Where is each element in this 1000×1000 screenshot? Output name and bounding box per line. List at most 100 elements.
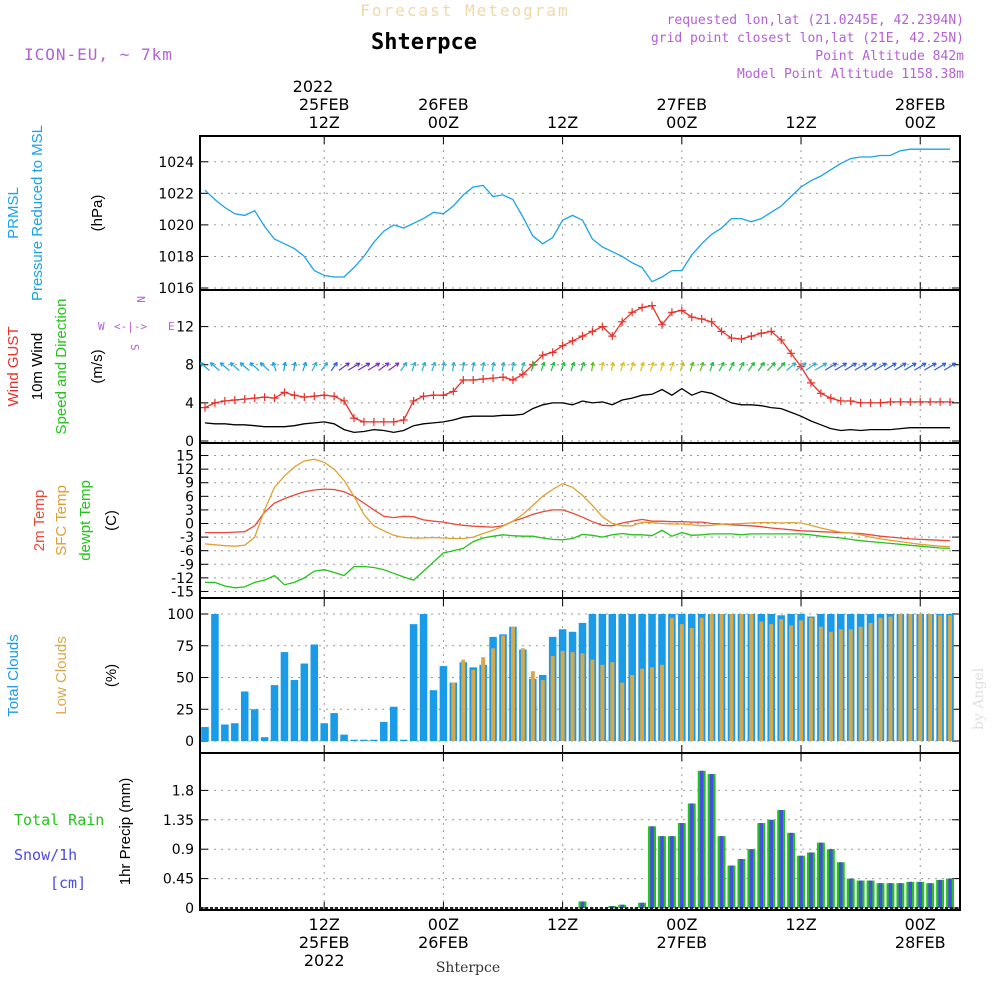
bar-total-cloud [389, 706, 398, 741]
wind-arrow-head [219, 362, 225, 367]
gust-marker [896, 397, 905, 406]
ylabel-temperature: SFC Temp [53, 485, 70, 556]
wind-arrow-head [199, 362, 205, 367]
wind-arrow-head [951, 362, 957, 367]
wind-arrow-head [610, 361, 615, 367]
gust-marker [548, 348, 557, 357]
bar-low-cloud [799, 620, 804, 741]
bar-low-cloud [590, 659, 595, 741]
ytick-label: 0.45 [163, 872, 194, 888]
bottom-date-label: 25FEB [299, 933, 350, 952]
wind-direction-arrow [330, 362, 338, 372]
bar-snow [620, 904, 625, 908]
wind-arrow-head [872, 362, 877, 367]
gust-marker [787, 349, 796, 358]
model-altitude: Model Point Altitude 1158.38m [737, 67, 964, 82]
wind-arrow-head [312, 361, 318, 367]
bar-snow [660, 836, 664, 908]
gust-marker [826, 394, 835, 403]
bar-low-cloud [510, 626, 515, 741]
bar-total-cloud [330, 713, 338, 741]
bar-low-cloud [540, 680, 545, 741]
wind-arrow-head [292, 361, 298, 367]
bar-snow [819, 842, 823, 908]
bar-low-cloud [610, 662, 615, 741]
bar-total-cloud [201, 727, 209, 741]
grid-point-coords: grid point closest lon,lat (21E, 42.25N) [651, 31, 964, 46]
wind-arrow-head [931, 362, 937, 367]
wind-direction-arrow [924, 362, 937, 371]
gust-marker [916, 397, 925, 406]
wind-direction-arrow [239, 362, 250, 371]
wind-arrow-head [249, 362, 255, 367]
bar-low-cloud [739, 614, 744, 741]
wind-direction-arrow [320, 362, 328, 372]
wind-direction-arrow [388, 362, 400, 371]
top-date-label: 25FEB [299, 95, 350, 114]
ylabel-clouds: Total Clouds [5, 634, 22, 717]
wind-direction-arrow [864, 362, 877, 371]
wind-arrow-head [812, 362, 817, 367]
wind-direction-arrow [718, 362, 725, 372]
gust-marker [946, 397, 955, 406]
bar-low-cloud [650, 667, 655, 741]
top-hour-label: 00Z [428, 113, 459, 132]
ylabel-pressure: (hPa) [89, 195, 106, 232]
bar-total-cloud [260, 737, 269, 741]
gust-marker [419, 392, 428, 401]
top-hour-label: 12Z [309, 113, 340, 132]
bar-snow [858, 880, 863, 908]
bar-low-cloud [948, 615, 953, 741]
bar-low-cloud [928, 614, 933, 741]
wind-direction-arrow [530, 362, 535, 372]
ytick-label: 0 [185, 734, 194, 750]
gust-marker [687, 313, 696, 322]
bar-snow [848, 878, 853, 908]
wind-direction-arrow [943, 362, 957, 371]
bar-low-cloud [520, 648, 525, 741]
bar-total-cloud [300, 663, 309, 741]
bottom-hour-label: 12Z [309, 915, 340, 934]
wind-arrow-head [384, 362, 390, 367]
wind-arrow-head [750, 361, 756, 367]
wind-direction-arrow [311, 362, 318, 372]
top-date-label: 27FEB [656, 95, 707, 114]
wind-direction-arrow [249, 362, 260, 371]
bar-low-cloud [630, 674, 635, 741]
bar-snow [689, 803, 694, 908]
bar-snow [779, 810, 783, 908]
gust-marker [876, 398, 885, 407]
footer-station: Shterpce [436, 960, 500, 976]
bar-total-cloud [360, 739, 368, 741]
wind-arrow-head [323, 361, 328, 367]
wind-direction-arrow [501, 362, 505, 372]
direction-legend-arrows: <-|-> [114, 320, 147, 333]
wind-direction-arrow [709, 362, 714, 372]
bar-snow [699, 770, 704, 908]
gust-marker [777, 335, 786, 344]
bar-low-cloud [501, 635, 505, 741]
gust-marker [717, 327, 726, 336]
bar-low-cloud [808, 617, 813, 741]
wind-direction-arrow [560, 362, 565, 372]
bar-total-cloud [399, 739, 408, 741]
series-line-10m-wind [204, 387, 950, 434]
credit-label: by Angel [971, 667, 987, 730]
bar-snow [650, 826, 654, 908]
wind-arrow-head [590, 361, 596, 367]
wind-direction-arrow [904, 362, 917, 371]
wind-direction-arrow [659, 362, 665, 372]
gust-marker [220, 396, 229, 405]
wind-direction-arrow [272, 362, 277, 372]
bar-low-cloud [868, 622, 873, 741]
bar-snow [928, 883, 932, 908]
bar-total-cloud [618, 614, 626, 741]
wind-arrow-head [345, 362, 350, 367]
wind-arrow-head [259, 362, 265, 367]
wind-direction-arrow [934, 362, 947, 371]
gust-marker [350, 414, 359, 423]
wind-arrow-head [580, 361, 586, 367]
bar-snow [640, 902, 644, 908]
gust-marker [260, 393, 269, 402]
bar-total-cloud [320, 723, 328, 741]
